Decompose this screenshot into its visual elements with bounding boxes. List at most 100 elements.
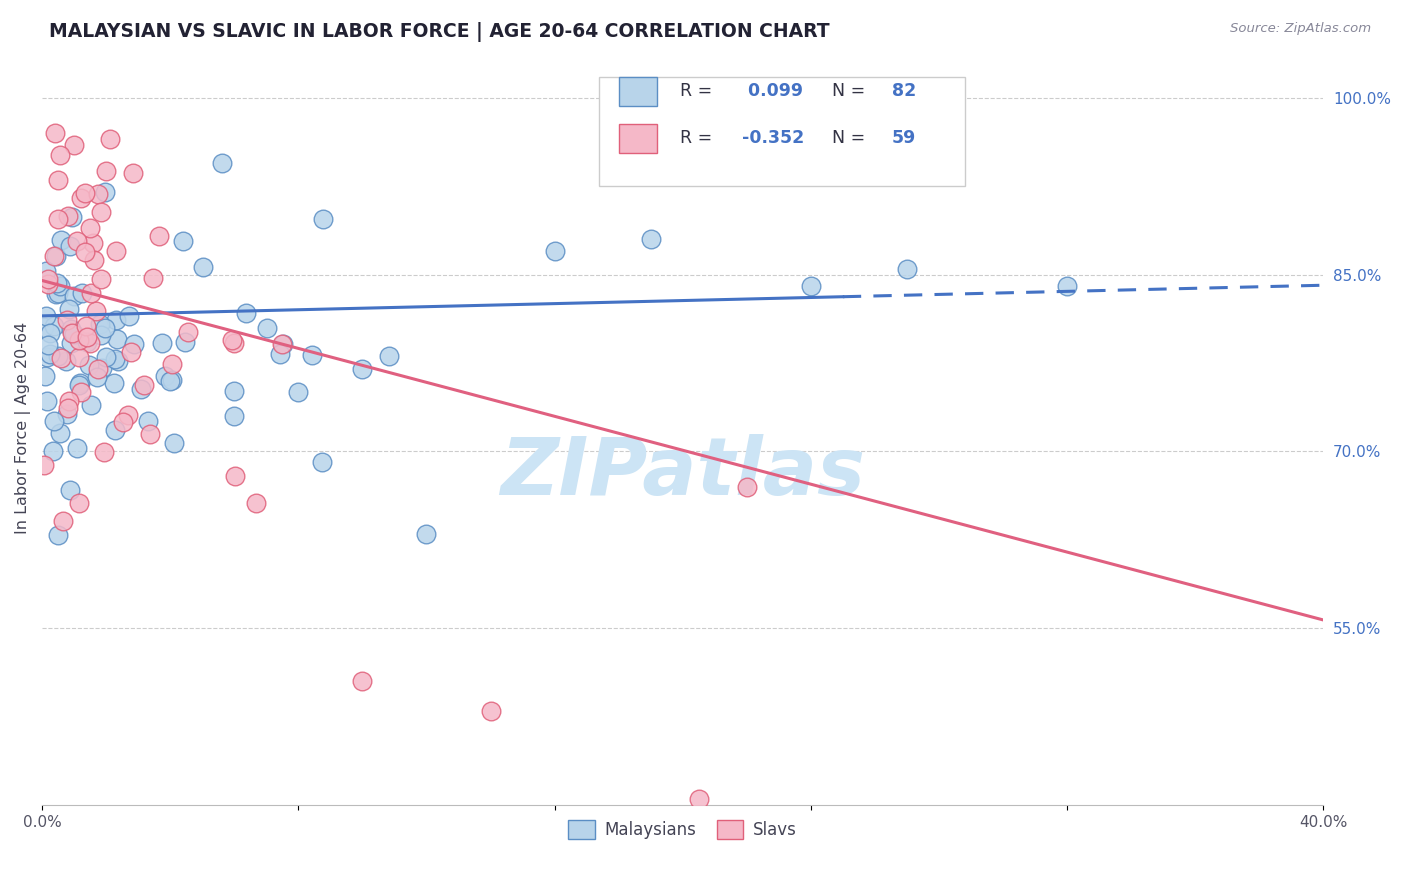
Point [60,326,83,340]
Point [155,369,177,384]
Point [150,336,173,351]
Point [132,378,155,392]
Point [163,436,186,450]
Text: 82: 82 [891,82,915,101]
Point [269,347,291,361]
Point [37,394,59,409]
Point [67,496,90,510]
Point [37,337,59,351]
Point [49,148,72,162]
Point [224,384,246,399]
Point [46,528,69,542]
Point [32,458,55,472]
Point [48,349,70,363]
Point [35,350,58,364]
Point [56,313,79,327]
Point [67,350,90,364]
Point [38,347,60,361]
Point [94,186,117,200]
Point [90,360,112,375]
Point [46,173,69,187]
Point [129,382,152,396]
Legend: Malaysians, Slavs: Malaysians, Slavs [561,814,804,846]
Point [66,441,89,455]
Point [90,272,112,286]
Point [52,514,75,528]
Point [42,249,65,263]
Point [87,186,110,201]
Point [105,332,128,346]
Point [224,469,246,483]
Point [378,350,401,364]
Point [245,496,267,510]
Point [60,322,83,336]
Point [89,317,111,331]
Point [86,362,108,376]
Point [301,349,323,363]
Point [62,289,84,303]
Point [66,234,89,248]
Point [148,229,170,244]
Point [56,401,79,416]
Point [44,318,66,333]
Point [34,369,56,384]
Point [46,212,69,227]
FancyBboxPatch shape [599,77,965,186]
Point [69,376,91,390]
Text: Source: ZipAtlas.com: Source: ZipAtlas.com [1230,22,1371,36]
Point [32,319,55,334]
Point [271,336,294,351]
Point [56,407,79,421]
Point [41,443,63,458]
Point [120,345,142,359]
Text: 59: 59 [891,129,915,147]
Point [160,373,183,387]
Point [60,336,83,351]
FancyBboxPatch shape [619,124,657,153]
Point [415,527,437,541]
Point [63,138,86,153]
Point [83,252,105,267]
Point [94,321,117,335]
Point [107,354,129,368]
Point [224,336,246,351]
Point [117,409,139,423]
Point [177,325,200,339]
Point [76,334,98,349]
Point [75,319,97,334]
Point [77,358,100,372]
Point [76,330,98,344]
Point [59,238,82,252]
Point [69,385,91,400]
Point [58,301,80,316]
Text: R =: R = [681,82,718,101]
Text: N =: N = [821,82,870,101]
Point [94,163,117,178]
Point [311,455,333,469]
Point [122,166,145,180]
Point [46,276,69,290]
Y-axis label: In Labor Force | Age 20-64: In Labor Force | Age 20-64 [15,322,31,534]
Point [256,320,278,334]
Point [124,336,146,351]
Point [191,260,214,274]
Point [896,261,918,276]
Point [90,327,112,342]
Point [56,209,79,223]
Point [69,191,91,205]
Point [70,285,93,300]
Point [352,674,374,689]
Text: ZIPatlas: ZIPatlas [501,434,865,512]
Point [67,333,90,347]
Point [98,132,121,146]
Point [159,374,181,388]
Point [37,277,59,291]
Point [174,334,197,349]
Text: R =: R = [681,129,718,147]
Point [35,309,58,323]
Point [49,279,72,293]
Point [51,233,73,247]
Point [104,244,127,259]
Point [63,326,86,341]
Point [59,483,82,497]
